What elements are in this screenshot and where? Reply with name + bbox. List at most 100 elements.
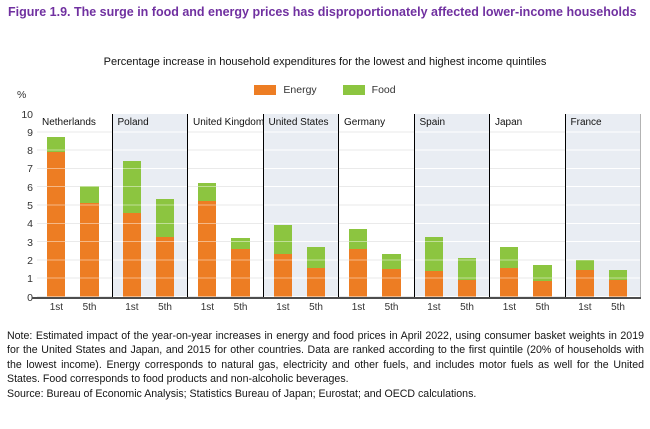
bar-japan-1st bbox=[500, 246, 519, 297]
food-segment bbox=[533, 264, 552, 281]
country-label-france: France bbox=[570, 117, 602, 128]
bar-netherlands-5th bbox=[80, 186, 99, 297]
food-segment bbox=[273, 224, 292, 254]
quintile-label-united-states-5th: 5th bbox=[309, 302, 323, 313]
energy-segment bbox=[575, 270, 594, 297]
figure-title: Figure 1.9. The surge in food and energy… bbox=[8, 5, 637, 19]
energy-segment bbox=[457, 279, 477, 297]
quintile-label-germany-1st: 1st bbox=[351, 302, 366, 313]
energy-segment bbox=[155, 236, 175, 297]
legend-swatch-food bbox=[342, 85, 365, 95]
bar-spain-1st bbox=[424, 236, 443, 297]
energy-segment bbox=[198, 200, 217, 297]
y-tick-1: 1 bbox=[27, 273, 33, 286]
food-segment bbox=[575, 259, 594, 271]
panel-france: France 1st 5th bbox=[564, 114, 640, 313]
quintile-label-poland-1st: 1st bbox=[125, 302, 139, 313]
figure-source: Source: Bureau of Economic Analysis; Sta… bbox=[7, 387, 477, 400]
quintile-label-poland-5th: 5th bbox=[158, 302, 172, 313]
energy-segment bbox=[306, 267, 326, 297]
quintile-label-netherlands-5th: 5th bbox=[82, 302, 97, 313]
quintile-label-france-5th: 5th bbox=[611, 302, 625, 313]
energy-segment bbox=[273, 254, 292, 297]
quintile-label-japan-5th: 5th bbox=[535, 302, 550, 313]
food-segment bbox=[155, 199, 175, 237]
food-segment bbox=[349, 229, 368, 250]
country-label-netherlands: Netherlands bbox=[42, 117, 96, 128]
country-label-united-states: United States bbox=[268, 117, 329, 128]
bar-japan-5th bbox=[533, 264, 552, 297]
chart-legend: Energy Food bbox=[0, 84, 650, 96]
y-tick-4: 4 bbox=[27, 218, 33, 231]
bar-netherlands-1st bbox=[47, 136, 66, 297]
energy-segment bbox=[424, 271, 443, 297]
food-segment bbox=[424, 236, 443, 272]
x-axis-line bbox=[32, 297, 641, 299]
panel-germany: Germany 1st 5th bbox=[338, 114, 414, 313]
quintile-label-france-1st: 1st bbox=[578, 302, 592, 313]
y-tick-2: 2 bbox=[27, 254, 33, 267]
legend-item-energy: Energy bbox=[254, 84, 317, 96]
food-segment bbox=[500, 246, 519, 268]
quintile-label-germany-5th: 5th bbox=[384, 302, 399, 313]
energy-segment bbox=[533, 280, 552, 297]
country-label-poland: Poland bbox=[117, 117, 149, 128]
country-label-japan: Japan bbox=[495, 117, 523, 128]
bar-germany-5th bbox=[382, 254, 401, 297]
quintile-label-japan-1st: 1st bbox=[502, 302, 517, 313]
food-segment bbox=[198, 182, 217, 201]
panel-united-kingdom: United Kingdom 1st 5th bbox=[187, 114, 265, 313]
energy-segment bbox=[382, 268, 401, 297]
country-label-germany: Germany bbox=[344, 117, 386, 128]
bar-united-states-1st bbox=[273, 224, 292, 297]
energy-segment bbox=[608, 279, 628, 297]
energy-segment bbox=[80, 202, 99, 297]
quintile-label-netherlands-1st: 1st bbox=[49, 302, 64, 313]
panel-spain: Spain 1st 5th bbox=[413, 114, 489, 313]
energy-segment bbox=[122, 212, 141, 297]
figure-note: Note: Estimated impact of the year-on-ye… bbox=[7, 330, 644, 386]
y-tick-10: 10 bbox=[21, 108, 33, 121]
food-segment bbox=[457, 257, 477, 280]
food-segment bbox=[47, 136, 66, 153]
y-tick-8: 8 bbox=[27, 145, 33, 158]
country-label-united-kingdom: United Kingdom bbox=[193, 117, 265, 128]
food-segment bbox=[306, 246, 326, 268]
country-label-spain: Spain bbox=[419, 117, 446, 128]
quintile-label-united-kingdom-5th: 5th bbox=[233, 302, 248, 313]
legend-item-food: Food bbox=[342, 84, 396, 96]
bar-germany-1st bbox=[349, 229, 368, 297]
y-tick-9: 9 bbox=[27, 126, 33, 139]
energy-segment bbox=[500, 267, 519, 297]
y-tick-6: 6 bbox=[27, 181, 33, 194]
legend-swatch-energy bbox=[254, 85, 277, 95]
bar-france-1st bbox=[575, 259, 594, 297]
y-tick-7: 7 bbox=[27, 163, 33, 176]
food-segment bbox=[122, 160, 141, 213]
quintile-label-spain-1st: 1st bbox=[427, 302, 441, 313]
food-segment bbox=[231, 237, 250, 250]
figure-subtitle: Percentage increase in household expendi… bbox=[103, 56, 547, 68]
y-tick-0: 0 bbox=[27, 291, 33, 304]
quintile-label-spain-5th: 5th bbox=[460, 302, 474, 313]
panel-japan: Japan 1st 5th bbox=[489, 114, 565, 313]
energy-segment bbox=[47, 152, 66, 297]
bar-united-states-5th bbox=[306, 246, 326, 297]
bar-spain-5th bbox=[457, 257, 477, 297]
energy-segment bbox=[231, 249, 250, 297]
panel-poland: Poland 1st 5th bbox=[111, 114, 187, 313]
legend-label-food: Food bbox=[371, 84, 396, 96]
quintile-label-united-states-1st: 1st bbox=[276, 302, 290, 313]
y-axis-unit-label: % bbox=[17, 89, 27, 101]
energy-segment bbox=[349, 249, 368, 297]
bar-united-kingdom-1st bbox=[198, 182, 217, 297]
food-segment bbox=[608, 269, 628, 280]
bar-poland-5th bbox=[155, 199, 175, 297]
figure-footnotes: Note: Estimated impact of the year-on-ye… bbox=[7, 329, 644, 401]
food-segment bbox=[382, 254, 401, 269]
bar-united-kingdom-5th bbox=[231, 237, 250, 297]
food-segment bbox=[80, 186, 99, 203]
panel-united-states: United States 1st 5th bbox=[262, 114, 338, 313]
plot-area: Netherlands 1st 5th Poland 1st 5th United King… bbox=[37, 114, 641, 313]
